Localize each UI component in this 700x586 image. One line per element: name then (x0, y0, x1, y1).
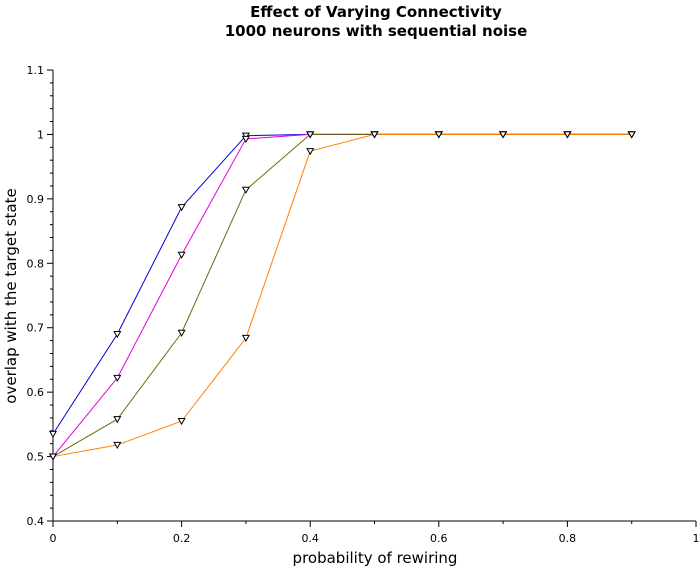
x-tick-label: 0 (50, 532, 57, 545)
series-3-point (306, 131, 315, 139)
series-line-2 (52, 133, 632, 457)
x-tick-label: 0.6 (430, 532, 448, 545)
x-tick-label: 0.2 (173, 532, 191, 545)
series-1-point (48, 430, 58, 439)
series-3-point (113, 416, 122, 424)
y-tick-label: 0.5 (27, 451, 45, 464)
series-4-point (241, 334, 250, 343)
x-tick-label: 0.8 (559, 532, 577, 545)
x-tick-label: 0.4 (301, 532, 319, 545)
y-tick-label: 1.1 (27, 64, 45, 77)
plot-area: 0 0.2 0.4 0.6 0.8 1 0.4 0.5 0.6 0.7 0.8 0.9 1 1.1 (27, 64, 700, 545)
y-tick-label: 0.9 (27, 193, 45, 206)
y-tick-label: 1 (37, 128, 44, 141)
y-tick-label: 0.4 (27, 515, 45, 528)
series-4-point (370, 131, 379, 139)
series-4-point (563, 131, 572, 139)
series-4-point (434, 131, 443, 139)
series-line-3 (52, 133, 632, 458)
y-tick-label: 0.8 (27, 257, 45, 270)
series-4-point (48, 453, 58, 461)
series-line-4 (52, 133, 632, 458)
series-3-point (241, 186, 250, 194)
series-4-point (306, 148, 315, 156)
series-3-point (177, 329, 186, 337)
x-axis-label: probability of rewiring (293, 549, 458, 567)
chart-title-line-2: 1000 neurons with sequential noise (225, 22, 528, 40)
series-2-point (177, 251, 186, 259)
series-2-point (113, 374, 122, 382)
y-tick-label: 0.7 (27, 322, 45, 335)
series-1-point (177, 204, 186, 212)
series-4-point (499, 131, 508, 139)
series-4-point (627, 131, 636, 139)
y-axis-label: overlap with the target state (2, 188, 20, 403)
series-4-point (113, 441, 122, 449)
series-4-point (177, 418, 186, 426)
x-tick-label: 1 (693, 532, 700, 545)
y-tick-label: 0.6 (27, 386, 45, 399)
series-1-point (113, 331, 122, 339)
series-2-point (241, 135, 250, 143)
chart-title-line-1: Effect of Varying Connectivity (250, 3, 502, 21)
